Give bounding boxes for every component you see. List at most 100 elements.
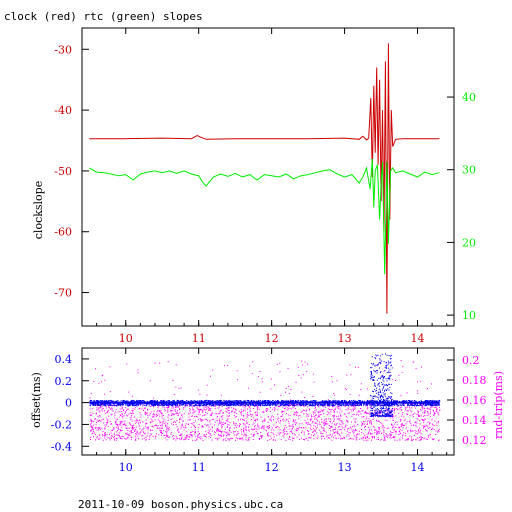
rnd-trip-point xyxy=(119,408,121,410)
offset-point xyxy=(138,403,139,405)
rnd-trip-point xyxy=(90,430,92,431)
rnd-trip-point xyxy=(150,429,151,431)
rnd-trip-point xyxy=(410,422,412,424)
rnd-trip-point xyxy=(365,403,367,405)
rnd-trip-point xyxy=(211,418,213,420)
offset-point xyxy=(319,403,321,405)
offset-point xyxy=(240,403,242,405)
rnd-trip-point xyxy=(377,432,379,434)
offset-point xyxy=(122,404,124,406)
rnd-trip-point xyxy=(299,439,301,440)
offset-point xyxy=(109,403,111,405)
rnd-trip-point xyxy=(358,430,360,432)
rnd-trip-point xyxy=(99,415,101,417)
rnd-trip-point xyxy=(145,423,147,425)
rnd-trip-point xyxy=(173,407,175,409)
rnd-trip-point xyxy=(220,435,221,437)
rnd-trip-point xyxy=(250,428,252,430)
rnd-trip-point xyxy=(330,430,331,432)
rnd-trip-point xyxy=(310,437,312,439)
rnd-trip-point xyxy=(278,427,280,429)
offset-point xyxy=(327,404,329,406)
offset-point xyxy=(367,399,369,401)
offset-point xyxy=(275,405,277,407)
rnd-trip-point xyxy=(179,435,181,436)
offset-point xyxy=(217,404,219,406)
rnd-trip-point xyxy=(268,435,269,437)
rnd-trip-point xyxy=(321,426,322,428)
rnd-trip-point xyxy=(266,435,268,437)
offset-point xyxy=(122,400,124,402)
rnd-trip-point xyxy=(227,418,229,420)
rnd-trip-point xyxy=(267,408,269,410)
rnd-trip-point xyxy=(207,407,209,408)
rnd-trip-point xyxy=(171,410,173,412)
offset-point xyxy=(196,400,198,402)
rnd-trip-point xyxy=(162,418,164,420)
rnd-trip-point xyxy=(229,428,231,430)
offset-point xyxy=(225,400,227,402)
rnd-trip-point xyxy=(370,433,372,435)
y-tick-label: -30 xyxy=(54,43,72,56)
rnd-trip-point xyxy=(192,412,194,414)
rnd-trip-point xyxy=(173,438,175,440)
rnd-trip-point xyxy=(331,435,333,437)
offset-point xyxy=(117,404,119,406)
rnd-trip-point xyxy=(186,434,188,436)
rnd-trip-point xyxy=(222,422,224,424)
rnd-trip-point xyxy=(369,421,371,423)
rnd-trip-point xyxy=(348,432,350,434)
rnd-trip-point xyxy=(433,414,435,416)
offset-point xyxy=(300,404,302,406)
offset-point xyxy=(244,403,246,405)
rnd-trip-point xyxy=(164,425,166,427)
rnd-trip-point xyxy=(148,436,150,438)
rnd-trip-point xyxy=(331,422,333,424)
rnd-trip-point xyxy=(274,410,276,412)
offset-point xyxy=(101,403,103,405)
rnd-trip-point xyxy=(111,407,113,409)
rnd-trip-point xyxy=(385,408,387,410)
rnd-trip-point xyxy=(147,429,149,431)
rnd-trip-point xyxy=(206,433,207,435)
rnd-trip-point xyxy=(287,433,289,435)
rnd-trip-point xyxy=(430,429,432,430)
rnd-trip-point xyxy=(436,409,438,411)
rnd-trip-point xyxy=(343,437,345,439)
rnd-trip-point xyxy=(308,437,310,439)
offset-point xyxy=(104,404,106,406)
rnd-trip-point xyxy=(150,421,152,423)
rnd-trip-point xyxy=(329,437,331,439)
offset-point xyxy=(287,404,289,406)
rnd-trip-point xyxy=(210,375,211,377)
rnd-trip-point xyxy=(309,419,311,421)
rnd-trip-point xyxy=(307,430,308,431)
rnd-trip-point xyxy=(202,410,204,412)
offset-point xyxy=(99,404,101,405)
rnd-trip-point xyxy=(283,436,285,438)
rnd-trip-point xyxy=(219,420,221,422)
rnd-trip-point xyxy=(233,423,235,425)
rnd-trip-point xyxy=(419,423,421,425)
rnd-trip-point xyxy=(353,431,355,433)
rnd-trip-point xyxy=(107,437,109,439)
rnd-trip-point xyxy=(272,416,274,418)
rnd-trip-point xyxy=(262,427,264,429)
offset-point xyxy=(220,403,222,405)
rnd-trip-point xyxy=(174,410,176,412)
rnd-trip-point xyxy=(270,420,272,422)
offset-point xyxy=(284,405,286,407)
rnd-trip-point xyxy=(406,392,408,394)
rnd-trip-point xyxy=(433,438,435,440)
rnd-trip-point xyxy=(180,428,182,430)
rnd-trip-point xyxy=(143,407,145,409)
rnd-trip-point xyxy=(220,416,222,417)
offset-point xyxy=(324,403,326,405)
offset-point xyxy=(281,403,283,405)
offset-point xyxy=(213,404,215,406)
y2-tick-label: 10 xyxy=(462,309,476,322)
rnd-trip-point xyxy=(183,426,185,428)
offset-point xyxy=(91,400,93,401)
offset-point xyxy=(297,400,299,402)
rnd-trip-point xyxy=(298,375,300,376)
